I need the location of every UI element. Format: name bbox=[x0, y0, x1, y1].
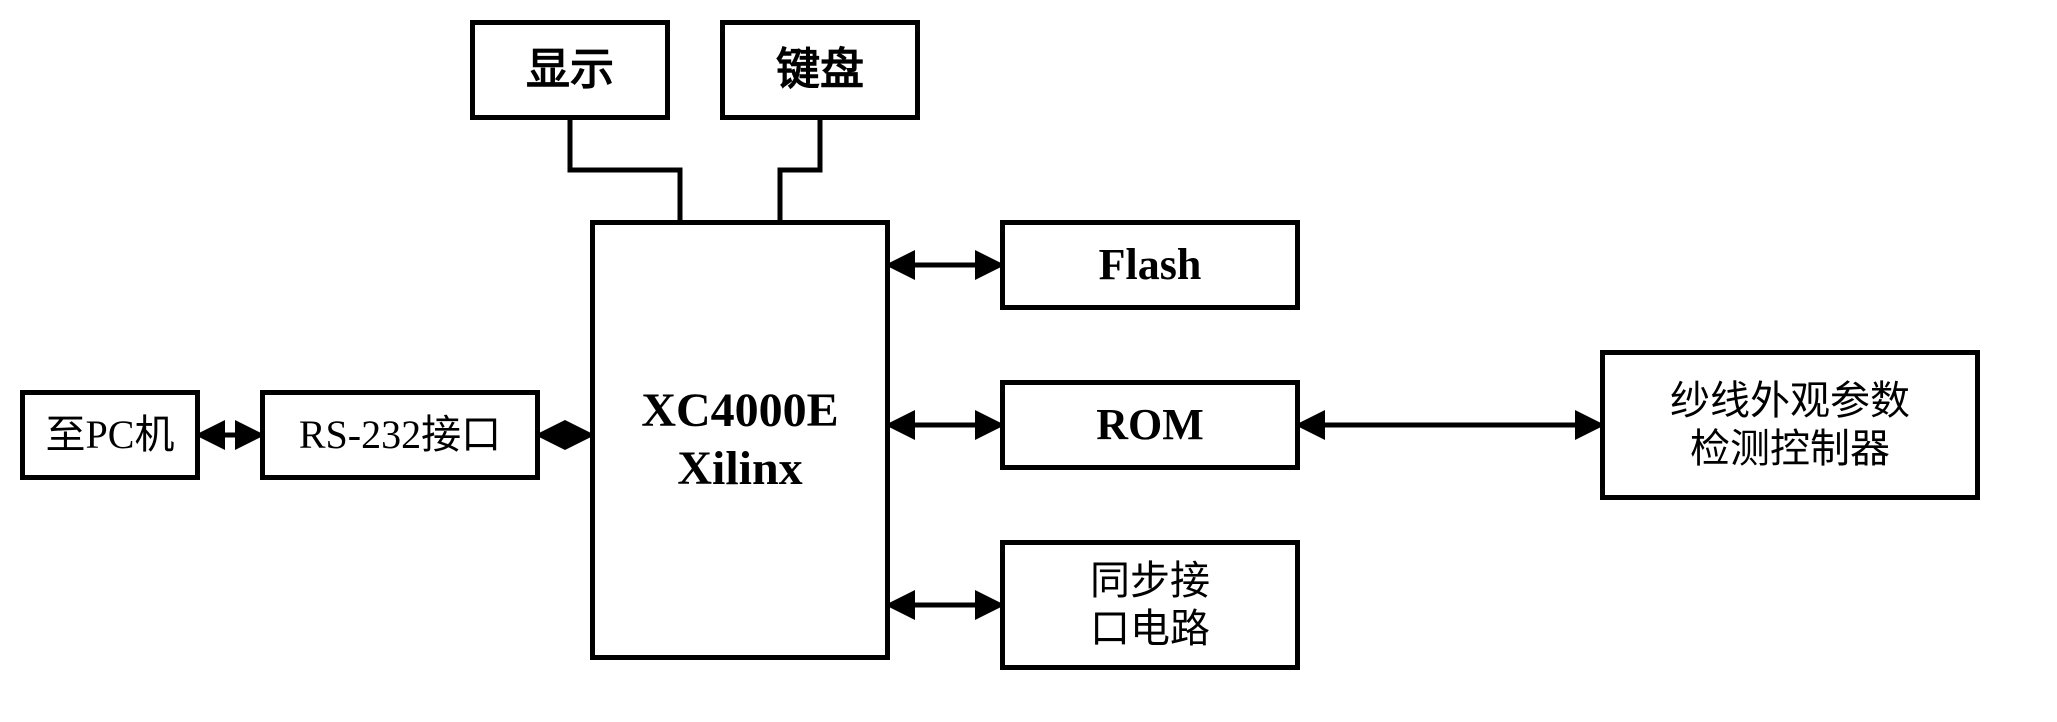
node-cpu: XC4000E Xilinx bbox=[590, 220, 890, 660]
node-flash-label: Flash bbox=[1099, 239, 1202, 292]
node-rs232-label: RS-232接口 bbox=[299, 411, 501, 459]
node-sync-label: 同步接 口电路 bbox=[1090, 557, 1210, 653]
node-sync: 同步接 口电路 bbox=[1000, 540, 1300, 670]
diagram-canvas: 显示 键盘 XC4000E Xilinx 至PC机 RS-232接口 Flash… bbox=[0, 0, 2057, 722]
node-rom-label: ROM bbox=[1096, 399, 1204, 452]
edge-keyboard-cpu bbox=[780, 120, 820, 220]
node-display: 显示 bbox=[470, 20, 670, 120]
node-keyboard-label: 键盘 bbox=[776, 44, 864, 97]
node-pc-label: 至PC机 bbox=[46, 411, 175, 459]
node-flash: Flash bbox=[1000, 220, 1300, 310]
node-keyboard: 键盘 bbox=[720, 20, 920, 120]
node-display-label: 显示 bbox=[526, 44, 614, 97]
node-detector-label: 纱线外观参数 检测控制器 bbox=[1670, 377, 1910, 473]
node-rom: ROM bbox=[1000, 380, 1300, 470]
node-rs232: RS-232接口 bbox=[260, 390, 540, 480]
edge-display-cpu bbox=[570, 120, 680, 220]
node-cpu-label: XC4000E Xilinx bbox=[641, 382, 838, 497]
node-detector: 纱线外观参数 检测控制器 bbox=[1600, 350, 1980, 500]
node-pc: 至PC机 bbox=[20, 390, 200, 480]
